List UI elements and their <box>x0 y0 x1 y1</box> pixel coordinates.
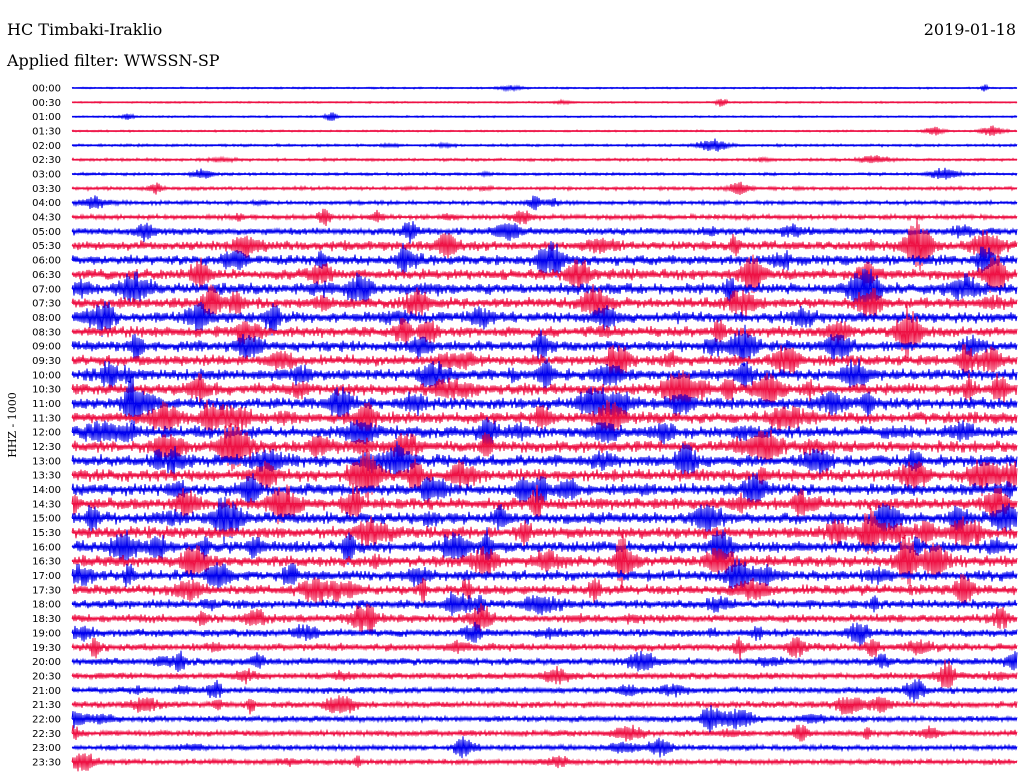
seismic-trace <box>71 574 1018 606</box>
time-tick-label: 09:00 <box>32 342 61 353</box>
time-tick-label: 01:00 <box>32 112 61 123</box>
time-tick-label: 00:00 <box>32 84 61 95</box>
time-tick-label: 21:00 <box>32 686 61 697</box>
time-tick-label: 08:00 <box>32 313 61 324</box>
time-tick-label: 20:00 <box>32 657 61 668</box>
time-tick-label: 21:30 <box>32 700 61 711</box>
time-tick-label: 00:30 <box>32 98 61 109</box>
time-tick-label: 11:30 <box>32 413 61 424</box>
time-tick-label: 20:30 <box>32 671 61 682</box>
time-tick-label: 04:30 <box>32 213 61 224</box>
time-tick-label: 14:30 <box>32 499 61 510</box>
time-tick-label: 15:30 <box>32 528 61 539</box>
seismic-traces <box>71 83 1018 772</box>
time-tick-label: 09:30 <box>32 356 61 367</box>
time-tick-label: 06:00 <box>32 256 61 267</box>
time-tick-label: 06:30 <box>32 270 61 281</box>
time-tick-label: 07:00 <box>32 284 61 295</box>
time-tick-label: 04:00 <box>32 198 61 209</box>
time-tick-label: 02:00 <box>32 141 61 152</box>
time-tick-label: 23:30 <box>32 757 61 768</box>
time-tick-label: 15:00 <box>32 514 61 525</box>
time-tick-label: 13:00 <box>32 456 61 467</box>
time-tick-label: 23:00 <box>32 743 61 754</box>
time-tick-label: 19:00 <box>32 628 61 639</box>
station-title: HC Timbaki-Iraklio <box>7 20 163 39</box>
time-tick-label: 22:00 <box>32 714 61 725</box>
time-tick-label: 19:30 <box>32 643 61 654</box>
time-tick-label: 03:30 <box>32 184 61 195</box>
date-label: 2019-01-18 <box>923 20 1016 39</box>
seismic-trace <box>71 636 1018 660</box>
time-tick-label: 10:30 <box>32 385 61 396</box>
time-tick-label: 05:00 <box>32 227 61 238</box>
time-tick-label: 18:00 <box>32 600 61 611</box>
seismic-trace <box>71 221 1018 244</box>
time-tick-labels: 00:00 00:30 01:00 01:30 02:00 02:30 03:00 03:30… <box>32 84 61 769</box>
time-tick-label: 14:00 <box>32 485 61 496</box>
time-tick-label: 07:30 <box>32 299 61 310</box>
time-tick-label: 12:00 <box>32 428 61 439</box>
time-tick-label: 16:30 <box>32 557 61 568</box>
time-tick-label: 03:00 <box>32 170 61 181</box>
time-tick-label: 22:30 <box>32 729 61 740</box>
time-tick-label: 17:00 <box>32 571 61 582</box>
time-tick-label: 05:30 <box>32 241 61 252</box>
time-tick-label: 16:00 <box>32 542 61 553</box>
time-tick-label: 01:30 <box>32 127 61 138</box>
filter-label: Applied filter: WWSSN-SP <box>7 51 220 70</box>
time-tick-label: 10:00 <box>32 370 61 381</box>
time-tick-label: 13:30 <box>32 471 61 482</box>
time-tick-label: 18:30 <box>32 614 61 625</box>
time-tick-label: 02:30 <box>32 155 61 166</box>
time-tick-label: 12:30 <box>32 442 61 453</box>
time-tick-label: 17:30 <box>32 585 61 596</box>
time-tick-label: 08:30 <box>32 327 61 338</box>
time-tick-label: 11:00 <box>32 399 61 410</box>
